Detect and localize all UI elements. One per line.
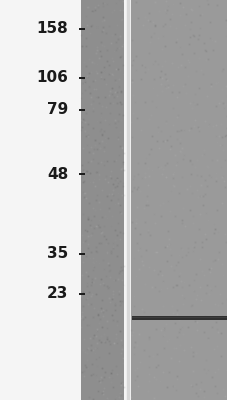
Bar [81,0,124,400]
Text: 158: 158 [37,21,68,36]
Bar [0,0,81,400]
Bar [0,352,227,400]
Bar [131,316,227,320]
Text: 48: 48 [47,166,68,182]
Bar [131,0,227,400]
Text: 79: 79 [47,102,68,118]
Text: 106: 106 [36,70,68,86]
Text: 35: 35 [47,246,68,262]
Text: 23: 23 [47,286,68,302]
